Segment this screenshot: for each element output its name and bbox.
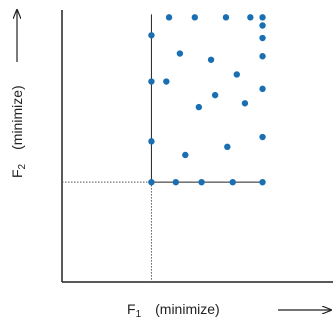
data-points xyxy=(148,14,266,186)
data-point-1 xyxy=(148,178,155,186)
data-point-22 xyxy=(259,22,266,29)
data-point-21 xyxy=(148,32,155,39)
y-axis-label: F2 (minimize) xyxy=(9,85,28,178)
x-axis-qualifier: (minimize) xyxy=(155,301,220,317)
y-axis-qualifier: (minimize) xyxy=(9,85,25,150)
y-axis-variable: F xyxy=(9,169,25,178)
data-point-15 xyxy=(163,78,170,85)
data-point-7 xyxy=(224,143,231,151)
data-point-3 xyxy=(198,178,205,186)
data-point-8 xyxy=(148,138,155,145)
data-point-16 xyxy=(233,71,240,78)
data-point-25 xyxy=(222,14,230,21)
data-point-13 xyxy=(259,85,266,93)
data-point-23 xyxy=(165,14,173,21)
x-axis-variable: F xyxy=(127,301,136,317)
data-point-14 xyxy=(148,78,155,85)
data-point-6 xyxy=(182,151,189,159)
data-point-9 xyxy=(195,103,203,111)
x-axis-label: F1 (minimize) xyxy=(127,301,220,320)
data-point-19 xyxy=(259,53,266,60)
data-point-5 xyxy=(259,178,266,186)
data-point-11 xyxy=(211,91,219,99)
data-point-4 xyxy=(229,178,236,186)
data-point-26 xyxy=(247,14,254,21)
y-axis-subscript: 2 xyxy=(17,163,28,169)
data-point-12 xyxy=(241,100,249,107)
data-point-10 xyxy=(259,133,266,141)
data-point-17 xyxy=(207,56,215,63)
data-point-18 xyxy=(176,50,184,57)
data-point-27 xyxy=(259,14,266,21)
data-point-20 xyxy=(259,34,266,42)
data-point-2 xyxy=(172,178,180,186)
x-axis-subscript: 1 xyxy=(136,309,142,320)
data-point-24 xyxy=(191,14,198,21)
